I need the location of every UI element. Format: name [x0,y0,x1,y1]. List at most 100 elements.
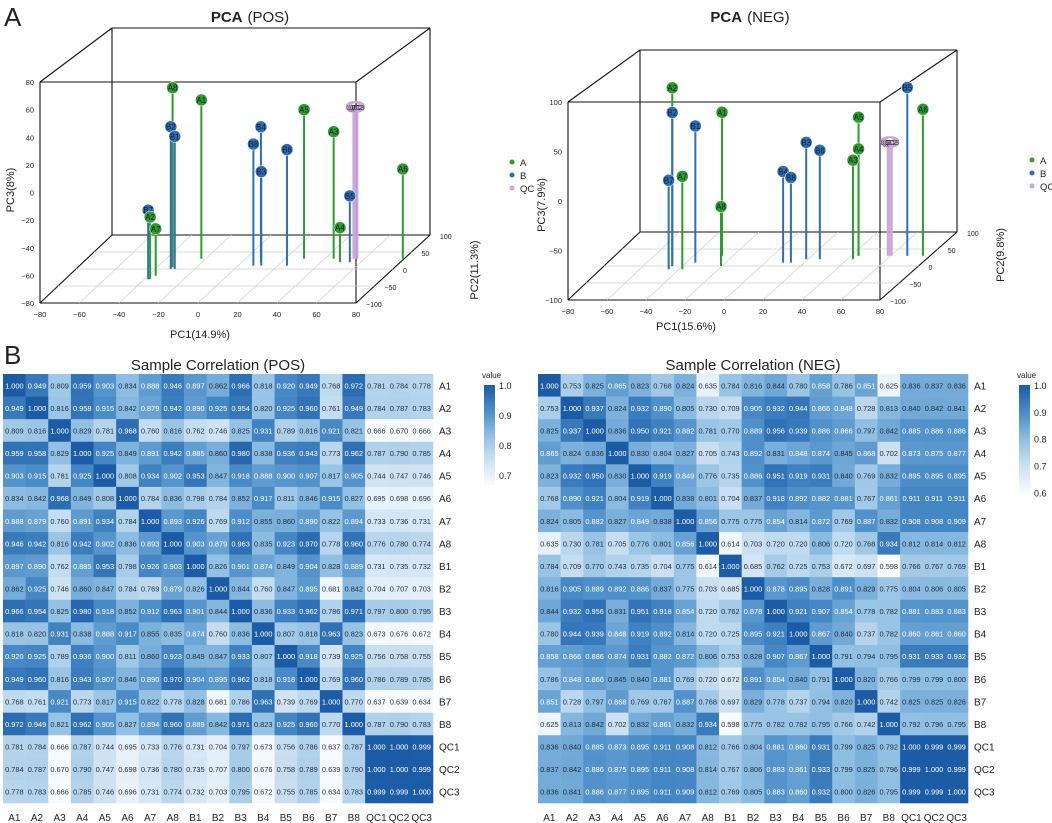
heatmap-cell [229,622,253,646]
heatmap-cell [696,780,720,804]
heatmap-cell-value: 0.789 [277,426,296,435]
heatmap-cell [93,554,117,578]
heatmap-cell [25,622,49,646]
heatmap-cell [719,757,742,781]
heatmap-cell-value: 0.811 [277,494,295,503]
heatmap-cell [945,757,969,781]
heatmap-cell-value: 0.821 [345,426,364,435]
heatmap-cell [342,757,366,781]
heatmap-cell [410,509,434,533]
heatmap-cell-value: 0.825 [585,381,604,390]
heatmap-cell [628,735,652,759]
heatmap-cell [605,464,629,488]
heatmap-cell-value: 0.895 [947,472,966,481]
heatmap-cell [93,419,117,443]
heatmap-cell-value: 0.874 [812,449,831,458]
heatmap-cell-value: 0.958 [28,449,47,458]
heatmap-cell [48,735,72,759]
heatmap-cell [365,735,389,759]
heatmap-cell-value: 0.795 [231,788,250,797]
heatmap-cell-value: 0.681 [322,585,341,594]
heatmap-col-label: B6 [837,813,850,823]
heatmap-cell [945,374,969,397]
heatmap-cell-value: 0.849 [676,472,695,481]
heatmap-cell-value: 0.892 [789,494,808,503]
colorbar-tick-label: 0.7 [499,471,512,481]
heatmap-cell-value: 0.860 [73,585,92,594]
heatmap-cell-value: 0.812 [698,788,717,797]
heatmap-cell [274,735,298,759]
heatmap-cell-value: 0.705 [608,539,627,548]
heatmap-cell-value: 0.796 [880,765,899,774]
pca-ztick-label: −50 [549,247,562,256]
heatmap-cell-value: 0.923 [277,539,296,548]
heatmap-cell-value: 0.737 [789,697,808,706]
pca-box-edge [39,27,113,83]
heatmap-cell-value: 0.823 [254,720,273,729]
heatmap-cell-value: 0.625 [880,381,899,390]
heatmap-cell-value: 0.874 [608,652,627,661]
heatmap-cell-value: 0.851 [540,697,559,706]
heatmap-cell [297,554,321,578]
heatmap-cell [93,599,117,623]
heatmap-cell [229,374,253,397]
heatmap-cell-value: 0.825 [50,607,69,616]
heatmap-row-label: B1 [439,562,452,573]
heatmap-cell-value: 0.739 [322,652,341,661]
heatmap-cell-value: 0.891 [141,449,160,458]
heatmap-cell-value: 0.918 [277,675,296,684]
heatmap-cell [538,374,561,397]
heatmap-cell-value: 0.848 [563,675,582,684]
heatmap-cell [3,644,26,668]
heatmap-cell-value: 0.816 [28,426,47,435]
heatmap-cell-value: 0.872 [676,652,695,661]
heatmap-cell [70,396,94,420]
heatmap-col-label: A7 [144,813,157,823]
heatmap-cell-value: 0.846 [118,675,137,684]
heatmap-cell [116,464,140,488]
heatmap-cell-value: 1.000 [390,765,409,774]
heatmap-cell-value: 0.883 [925,607,944,616]
pca-zlabel: PC3(7.9%) [536,178,548,232]
heatmap-cell-value: 0.921 [585,494,604,503]
heatmap-cell [719,780,742,804]
heatmap-cell [3,419,26,443]
pca-point-label: QC3 [884,140,899,147]
heatmap-cell-value: 0.782 [766,720,785,729]
heatmap-cell-value: 0.854 [766,517,785,526]
heatmap-cell-value: 0.865 [608,381,627,390]
heatmap-cell-value: 1.000 [209,585,228,594]
heatmap-cell-value: 0.970 [299,539,318,548]
heatmap-cell [93,622,117,646]
heatmap-cell [297,464,321,488]
heatmap-cell [764,441,788,465]
pca-xtick-label: 80 [876,307,884,316]
heatmap-cell-value: 0.787 [73,743,92,752]
heatmap-cell [48,599,72,623]
heatmap-cell-value: 0.877 [608,788,627,797]
heatmap-cell-value: 0.999 [925,743,944,752]
heatmap-cell [628,419,652,443]
heatmap-cell [206,486,230,510]
heatmap-cell [387,780,411,804]
heatmap-cell [854,396,878,420]
heatmap-cell-value: 0.875 [925,449,944,458]
heatmap-cell-value: 0.878 [766,585,785,594]
heatmap-cell [854,644,878,668]
heatmap-cell [583,554,607,578]
heatmap-cell [538,509,561,533]
pca-xtick-label: −80 [34,310,47,319]
heatmap-cell-value: 0.773 [73,697,92,706]
heatmap-cell-value: 0.999 [412,743,431,752]
heatmap-cell-value: 0.925 [28,652,47,661]
heatmap-cell [319,599,343,623]
heatmap-cell-value: 0.747 [390,472,409,481]
heatmap-cell [3,712,26,736]
pca-point-label: A3 [329,128,339,137]
heatmap-cell-value: 0.811 [118,652,136,661]
heatmap-cell [297,532,321,555]
heatmap-cell [809,780,833,804]
heatmap-cell [138,374,162,397]
heatmap-cell-value: 0.820 [857,675,876,684]
heatmap-cell [274,441,298,465]
